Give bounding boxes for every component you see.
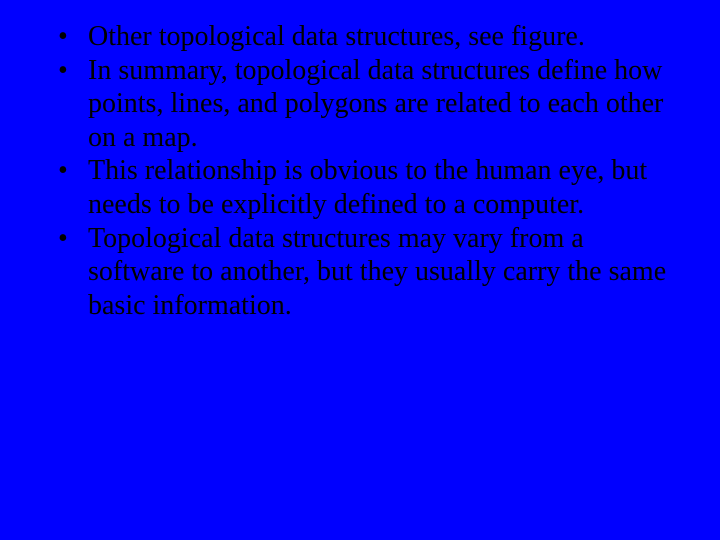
- bullet-text: In summary, topological data structures …: [88, 55, 663, 153]
- bullet-text: This relationship is obvious to the huma…: [88, 155, 647, 220]
- bullet-list: Other topological data structures, see f…: [48, 20, 672, 322]
- bullet-text: Topological data structures may vary fro…: [88, 223, 666, 321]
- slide-container: Other topological data structures, see f…: [0, 0, 720, 540]
- list-item: Other topological data structures, see f…: [48, 20, 672, 54]
- list-item: In summary, topological data structures …: [48, 54, 672, 155]
- list-item: Topological data structures may vary fro…: [48, 222, 672, 323]
- bullet-text: Other topological data structures, see f…: [88, 21, 585, 52]
- list-item: This relationship is obvious to the huma…: [48, 154, 672, 221]
